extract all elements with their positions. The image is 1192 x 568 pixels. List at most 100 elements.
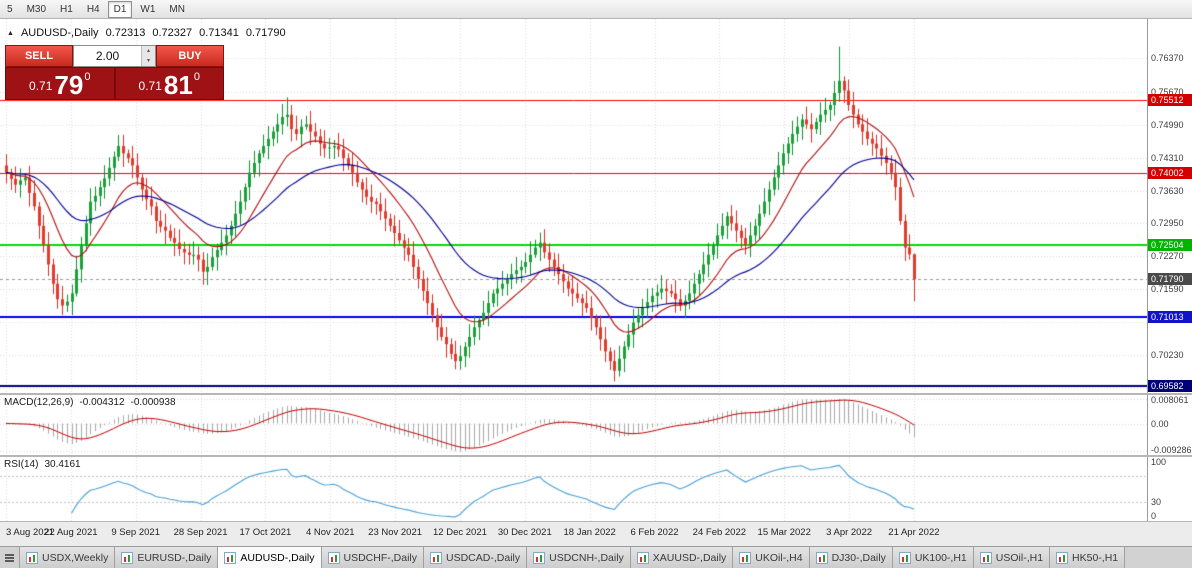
timeframe-toolbar: 5 M30 H1 H4 D1 W1 MN	[0, 0, 1192, 19]
volume-input[interactable]	[74, 46, 141, 66]
date-axis-label: 18 Jan 2022	[563, 527, 616, 538]
chart-tab-hk50-h1[interactable]: HK50-,H1	[1050, 547, 1126, 568]
date-axis-label: 6 Feb 2022	[630, 527, 679, 538]
macd-signal-value: -0.000938	[130, 397, 176, 408]
date-axis-label: 30 Dec 2021	[497, 527, 552, 538]
sell-price-pipette: 0	[84, 71, 91, 83]
chart-tab-ukoil-h4[interactable]: UKOil-,H4	[733, 547, 810, 568]
sell-price-prefix: 0.71	[29, 79, 53, 93]
price-axis-label: 0.72270	[1151, 251, 1184, 262]
timeframe-button-m30[interactable]: M30	[26, 3, 47, 15]
macd-label: MACD(12,26,9) -0.004312 -0.000938	[4, 397, 176, 408]
open-value: 0.72313	[105, 27, 146, 39]
chart-icon	[430, 551, 443, 564]
sell-button[interactable]: SELL	[5, 45, 73, 67]
timeframe-button-d1[interactable]: D1	[107, 0, 133, 18]
price-axis-label: 0.76370	[1151, 53, 1184, 64]
macd-axis-label: 0.008061	[1151, 395, 1189, 405]
chart-tabbar: USDX,Weekly EURUSD-,Daily AUDUSD-,Daily USD…	[0, 546, 1192, 568]
volume-increase-button[interactable]: ▴	[142, 46, 155, 56]
volume-decrease-button[interactable]: ▾	[142, 56, 155, 66]
price-level-badge: 0.72504	[1148, 238, 1192, 251]
rsi-label: RSI(14) 30.4161	[4, 459, 81, 470]
buy-price-prefix: 0.71	[138, 79, 162, 93]
chart-tab-label: UK100-,H1	[914, 551, 967, 564]
macd-panel: MACD(12,26,9) -0.004312 -0.000938 0.0080…	[0, 395, 1192, 455]
price-axis-label: 0.70230	[1151, 349, 1184, 360]
price-axis-label: 0.71590	[1151, 284, 1184, 295]
price-chart-panel: ▲ AUDUSD-,Daily 0.72313 0.72327 0.71341 …	[0, 19, 1192, 393]
macd-canvas[interactable]	[0, 395, 1147, 455]
rsi-canvas[interactable]	[0, 457, 1147, 521]
buy-button[interactable]: BUY	[156, 45, 224, 67]
chart-icon	[739, 551, 752, 564]
chart-icon	[898, 551, 911, 564]
date-axis-label: 4 Nov 2021	[305, 527, 355, 538]
price-axis-label: 0.73630	[1151, 185, 1184, 196]
date-axis-label: 17 Oct 2021	[239, 527, 292, 538]
chart-tab-xauusd-daily[interactable]: XAUUSD-,Daily	[630, 547, 734, 568]
collapse-icon[interactable]: ▲	[7, 29, 14, 37]
timeframe-button-5[interactable]: 5	[7, 3, 13, 15]
price-level-badge: 0.75512	[1148, 93, 1192, 106]
buy-price-display[interactable]: 0.71 81 0	[114, 67, 224, 100]
macd-scale[interactable]: 0.008061 0.00 -0.009286	[1147, 395, 1192, 455]
sell-price-display[interactable]: 0.71 79 0	[5, 67, 115, 100]
date-axis-label: 9 Sep 2021	[111, 527, 160, 538]
chart-icon	[533, 551, 546, 564]
macd-axis-label: -0.009286	[1151, 445, 1192, 455]
rsi-axis-label: 100	[1151, 457, 1167, 467]
chart-tab-label: USDCAD-,Daily	[446, 551, 521, 564]
price-axis-label: 0.74310	[1151, 152, 1184, 163]
sell-price-big: 79	[54, 70, 84, 100]
chart-icon	[121, 551, 134, 564]
chart-icon	[979, 551, 992, 564]
chart-tab-label: USOil-,H1	[995, 551, 1044, 564]
date-axis-label: 24 Feb 2022	[692, 527, 747, 538]
date-axis-label: 3 Aug 2021	[6, 527, 55, 538]
chart-tab-uk100-h1[interactable]: UK100-,H1	[892, 547, 974, 568]
chart-tab-usdx-weekly[interactable]: USDX,Weekly	[20, 547, 116, 568]
chart-tab-usdcad-daily[interactable]: USDCAD-,Daily	[424, 547, 528, 568]
macd-main-value: -0.004312	[79, 397, 125, 408]
panel-splitter[interactable]	[0, 393, 1192, 395]
price-scale[interactable]: 0.76370 0.75670 0.74990 0.74310 0.73630 0.729…	[1147, 19, 1192, 393]
price-axis-label: 0.74990	[1151, 119, 1184, 130]
chart-tab-label: HK50-,H1	[1072, 551, 1119, 564]
date-axis-label: 3 Apr 2022	[826, 527, 873, 538]
macd-axis-label: 0.00	[1151, 418, 1169, 429]
price-level-badge: 0.74002	[1148, 166, 1192, 179]
chart-tab-eurusd-daily[interactable]: EURUSD-,Daily	[115, 547, 219, 568]
chart-tab-usdchf-daily[interactable]: USDCHF-,Daily	[321, 547, 425, 568]
buy-price-pipette: 0	[193, 71, 200, 83]
chart-list-icon	[5, 556, 14, 559]
date-axis-label: 23 Nov 2021	[368, 527, 423, 538]
timeframe-button-h1[interactable]: H1	[60, 3, 73, 15]
chart-icon	[327, 551, 340, 564]
chart-tab-usoil-h1[interactable]: USOil-,H1	[973, 547, 1051, 568]
low-value: 0.71341	[199, 27, 239, 39]
chart-icon	[636, 551, 649, 564]
symbol-title: AUDUSD-,Daily	[20, 27, 99, 39]
rsi-scale[interactable]: 100 30 0	[1147, 457, 1192, 521]
date-axis-label: 12 Dec 2021	[433, 527, 487, 538]
date-axis-label: 28 Sep 2021	[173, 527, 228, 538]
price-axis-label: 0.75670	[1151, 86, 1184, 97]
timeframe-button-h4[interactable]: H4	[86, 3, 100, 15]
macd-name: MACD(12,26,9)	[4, 397, 74, 408]
chart-tab-usdcnh-daily[interactable]: USDCNH-,Daily	[527, 547, 631, 568]
rsi-axis-label: 0	[1151, 511, 1157, 521]
chart-list-button[interactable]	[0, 547, 20, 568]
chart-tab-label: USDX,Weekly	[42, 551, 109, 564]
panel-splitter[interactable]	[0, 455, 1192, 457]
timeframe-button-w1[interactable]: W1	[140, 3, 156, 15]
rsi-axis-label: 30	[1151, 496, 1162, 507]
price-level-badge: 0.71013	[1148, 310, 1192, 323]
price-level-badge: 0.69582	[1148, 380, 1192, 393]
time-axis[interactable]: 3 Aug 2021 22 Aug 2021 9 Sep 2021 28 Sep 20…	[0, 522, 1192, 546]
timeframe-button-mn[interactable]: MN	[169, 3, 185, 15]
panel-splitter[interactable]	[0, 521, 1192, 522]
chart-tab-dj30-daily[interactable]: DJ30-,Daily	[809, 547, 893, 568]
chart-tab-audusd-daily[interactable]: AUDUSD-,Daily	[218, 547, 322, 568]
